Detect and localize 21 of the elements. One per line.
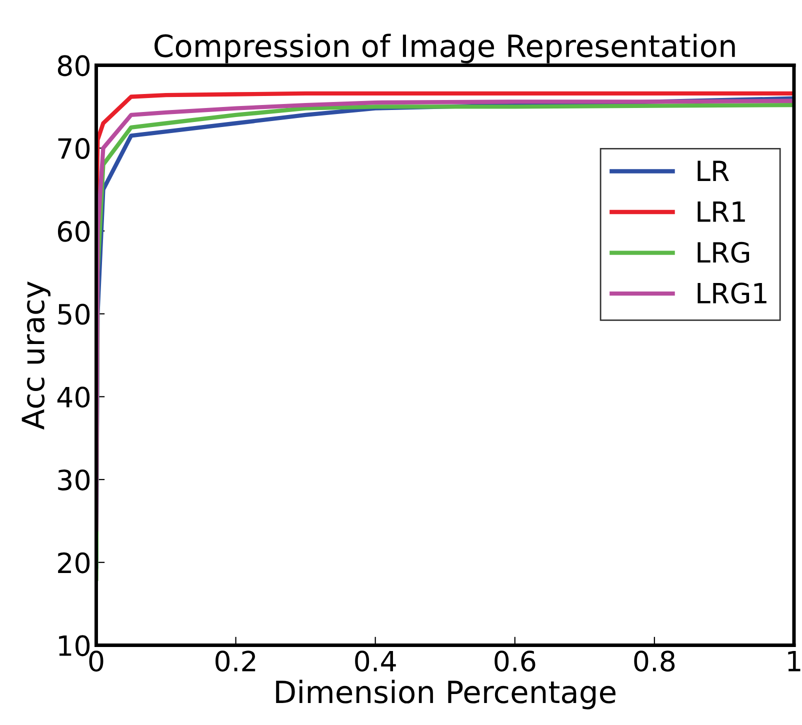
y-axis-title: Acc uracy [22,282,50,430]
x-tick-label: 0 [89,650,104,672]
y-tick-label: 70 [58,138,90,160]
x-tick-label: 0.6 [494,650,536,672]
y-tick-label: 60 [58,220,90,242]
y-tick-label: 50 [58,304,90,325]
legend-label: LR [698,160,729,181]
x-axis-title: Dimension Percentage [276,680,616,710]
x-tick-label: 0.2 [216,650,256,672]
x-tick-label: 0.4 [355,650,396,672]
y-tick-label: 40 [57,386,90,408]
legend-label: LRG1 [698,282,766,304]
chart-title: Compression of Image Representation [154,34,735,64]
y-tick-label: 30 [58,469,90,490]
y-tick-label: 10 [59,635,90,656]
legend-label: LR1 [698,201,745,222]
x-tick-label: 0.8 [634,650,675,672]
legend-label: LRG [698,242,750,263]
y-tick-label: 80 [58,55,90,76]
y-tick-label: 20 [58,552,90,574]
x-tick-label: 1 [788,650,800,672]
